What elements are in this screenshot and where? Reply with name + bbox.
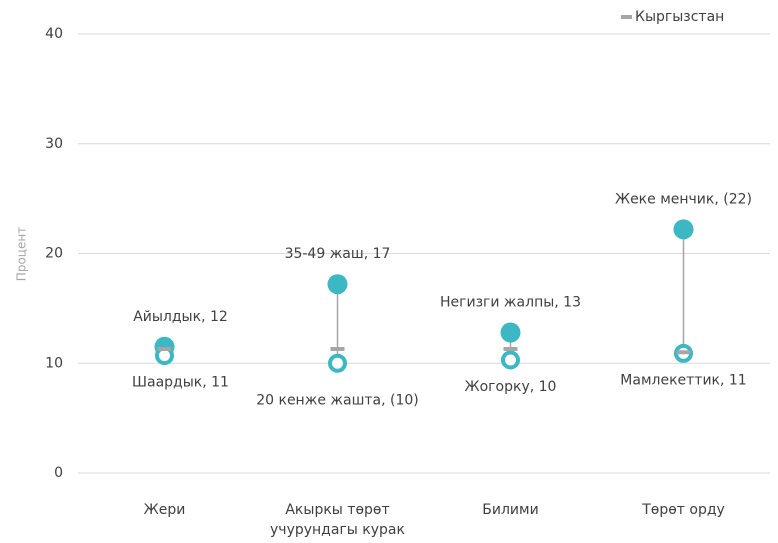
point-label: Жогорку, 10 bbox=[465, 379, 557, 395]
y-tick-label: 10 bbox=[45, 355, 63, 371]
point-label: Шаардык, 11 bbox=[132, 375, 229, 391]
x-tick-label: Билими bbox=[482, 502, 539, 518]
y-axis-label: Процент bbox=[15, 227, 29, 281]
y-tick-label: 40 bbox=[45, 26, 63, 42]
x-tick-label: Жери bbox=[143, 502, 186, 518]
point-label: Айылдык, 12 bbox=[133, 309, 228, 325]
high-dot bbox=[673, 219, 694, 240]
low-dot bbox=[328, 353, 347, 373]
legend-label: Кыргызстан bbox=[635, 9, 724, 25]
high-dot bbox=[327, 274, 348, 295]
x-tick-label: Төрөт орду bbox=[642, 502, 725, 518]
y-tick-label: 20 bbox=[45, 246, 63, 262]
point-label: 20 кенже жашта, (10) bbox=[256, 392, 419, 408]
point-label: Мамлекеттик, 11 bbox=[620, 372, 746, 388]
x-tick-label: Акыркы төрөт учурундагы курак bbox=[270, 502, 405, 538]
y-tick-label: 0 bbox=[54, 465, 63, 481]
low-dot bbox=[501, 350, 520, 370]
point-label: Негизги жалпы, 13 bbox=[440, 295, 581, 311]
y-tick-label: 30 bbox=[45, 136, 63, 152]
high-dot bbox=[500, 322, 521, 343]
point-label: 35-49 жаш, 17 bbox=[285, 246, 391, 262]
point-label: Жеке менчик, (22) bbox=[615, 191, 752, 207]
